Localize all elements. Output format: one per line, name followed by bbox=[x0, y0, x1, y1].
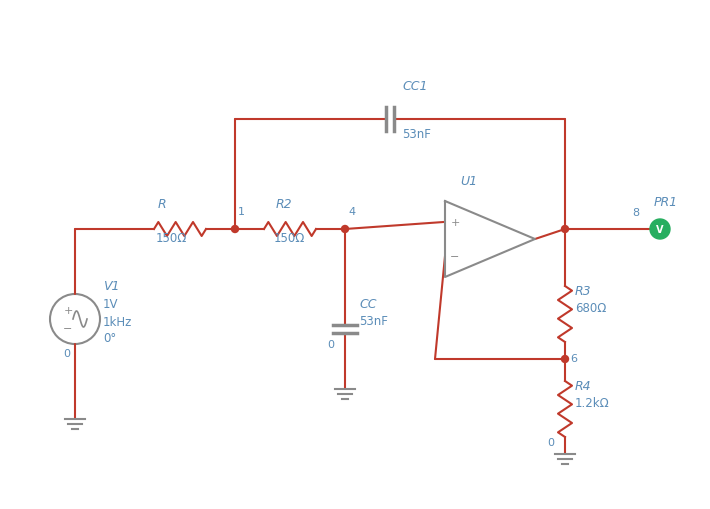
Circle shape bbox=[650, 219, 670, 240]
Text: 53nF: 53nF bbox=[402, 128, 431, 140]
Text: U1: U1 bbox=[460, 175, 477, 188]
Text: 6: 6 bbox=[570, 353, 577, 363]
Text: 1: 1 bbox=[238, 207, 245, 216]
Text: PR1: PR1 bbox=[654, 195, 678, 209]
Text: 4: 4 bbox=[348, 207, 355, 216]
Text: 150Ω: 150Ω bbox=[274, 232, 305, 244]
Text: V1: V1 bbox=[103, 279, 119, 293]
Text: 8: 8 bbox=[632, 208, 639, 217]
Text: V: V bbox=[656, 224, 664, 235]
Circle shape bbox=[342, 226, 349, 233]
Text: 680Ω: 680Ω bbox=[575, 301, 606, 315]
Text: 53nF: 53nF bbox=[359, 315, 388, 327]
Text: +: + bbox=[450, 217, 459, 228]
Text: 1.2kΩ: 1.2kΩ bbox=[575, 396, 610, 409]
Text: R: R bbox=[158, 197, 167, 211]
Circle shape bbox=[562, 356, 569, 363]
Text: 0°: 0° bbox=[103, 331, 116, 344]
Text: −: − bbox=[63, 323, 72, 333]
Text: +: + bbox=[63, 305, 72, 316]
Circle shape bbox=[231, 226, 239, 233]
Text: R2: R2 bbox=[276, 197, 293, 211]
Text: 0: 0 bbox=[63, 348, 70, 358]
Text: 1V: 1V bbox=[103, 297, 119, 310]
Text: 150Ω: 150Ω bbox=[156, 232, 187, 244]
Text: CC1: CC1 bbox=[402, 80, 427, 93]
Text: R4: R4 bbox=[575, 379, 591, 392]
Text: CC: CC bbox=[359, 297, 376, 310]
Text: −: − bbox=[450, 251, 459, 262]
Text: 0: 0 bbox=[327, 340, 334, 349]
Text: 0: 0 bbox=[547, 437, 554, 447]
Text: R3: R3 bbox=[575, 285, 591, 297]
Circle shape bbox=[562, 226, 569, 233]
Text: 1kHz: 1kHz bbox=[103, 316, 132, 328]
